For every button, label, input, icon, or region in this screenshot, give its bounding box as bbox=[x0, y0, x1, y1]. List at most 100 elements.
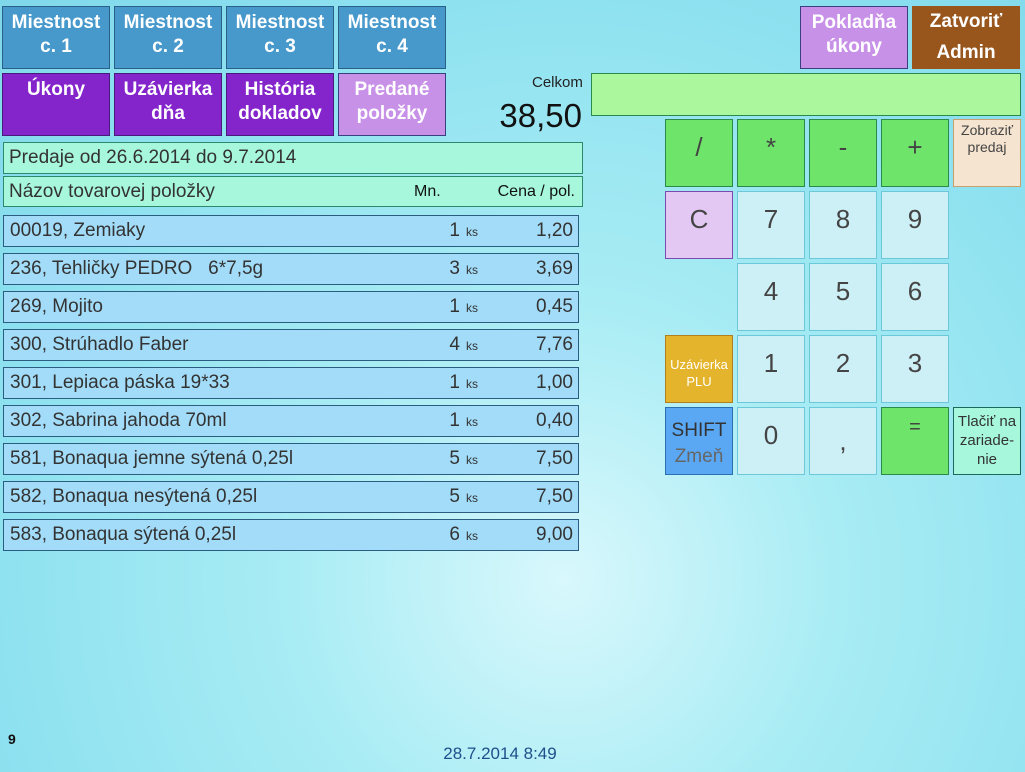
item-qty: 4 ks bbox=[449, 334, 478, 356]
key-1[interactable]: 1 bbox=[737, 335, 805, 403]
unit: ks bbox=[466, 301, 478, 315]
qty-value: 1 bbox=[449, 296, 460, 317]
item-qty: 1 ks bbox=[449, 372, 478, 394]
item-name: 581, Bonaqua jemne sýtená 0,25l bbox=[10, 448, 294, 469]
label: c. 1 bbox=[40, 36, 72, 57]
show-sales-button[interactable]: Zobraziť predaj bbox=[953, 119, 1021, 187]
item-price: 1,00 bbox=[536, 372, 573, 393]
qty-value: 5 bbox=[449, 486, 460, 507]
unit: ks bbox=[466, 491, 478, 505]
table-row[interactable]: 269, Mojito 1 ks 0,45 bbox=[3, 291, 579, 323]
predane-polozky-button[interactable]: Predané položky bbox=[338, 73, 446, 136]
room-3-button[interactable]: Miestnost c. 3 bbox=[226, 6, 334, 69]
item-qty: 1 ks bbox=[449, 296, 478, 318]
period-label: Predaje od 26.6.2014 do 9.7.2014 bbox=[3, 142, 583, 174]
unit: ks bbox=[466, 415, 478, 429]
item-name: 236, Tehličky PEDRO 6*7,5g bbox=[10, 258, 264, 279]
label: Zatvoriť bbox=[929, 11, 1003, 32]
label: Zmeň bbox=[674, 446, 724, 467]
qty-value: 5 bbox=[449, 448, 460, 469]
key-9[interactable]: 9 bbox=[881, 191, 949, 259]
key-7[interactable]: 7 bbox=[737, 191, 805, 259]
table-row[interactable]: 302, Sabrina jahoda 70ml 1 ks 0,40 bbox=[3, 405, 579, 437]
label: Miestnost bbox=[123, 12, 213, 33]
key-3[interactable]: 3 bbox=[881, 335, 949, 403]
key-0[interactable]: 0 bbox=[737, 407, 805, 475]
item-price: 7,50 bbox=[536, 486, 573, 507]
subtract-key[interactable]: - bbox=[809, 119, 877, 187]
close-admin-button[interactable]: Zatvoriť Admin bbox=[912, 6, 1020, 69]
datetime: 28.7.2014 8:49 bbox=[443, 744, 557, 763]
table-row[interactable]: 00019, Zemiaky 1 ks 1,20 bbox=[3, 215, 579, 247]
label: c. 3 bbox=[264, 36, 296, 57]
key-2[interactable]: 2 bbox=[809, 335, 877, 403]
column-qty: Mn. bbox=[414, 182, 441, 200]
plu-closing-button[interactable]: Uzávierka PLU bbox=[665, 335, 733, 403]
table-row[interactable]: 236, Tehličky PEDRO 6*7,5g 3 ks 3,69 bbox=[3, 253, 579, 285]
table-row[interactable]: 583, Bonaqua sýtená 0,25l 6 ks 9,00 bbox=[3, 519, 579, 551]
item-qty: 1 ks bbox=[449, 220, 478, 242]
item-count: 9 bbox=[8, 731, 16, 747]
item-price: 9,00 bbox=[536, 524, 573, 545]
label: SHIFT bbox=[671, 420, 727, 441]
qty-value: 4 bbox=[449, 334, 460, 355]
equals-key[interactable]: = bbox=[881, 407, 949, 475]
qty-value: 1 bbox=[449, 372, 460, 393]
qty-value: 3 bbox=[449, 258, 460, 279]
table-row[interactable]: 300, Strúhadlo Faber 4 ks 7,76 bbox=[3, 329, 579, 361]
clear-key[interactable]: C bbox=[665, 191, 733, 259]
label: c. 4 bbox=[376, 36, 408, 57]
divide-key[interactable]: / bbox=[665, 119, 733, 187]
shift-key[interactable]: SHIFT Zmeň bbox=[665, 407, 733, 475]
label: PLU bbox=[686, 374, 712, 389]
table-row[interactable]: 581, Bonaqua jemne sýtená 0,25l 5 ks 7,50 bbox=[3, 443, 579, 475]
pokladna-ukony-button[interactable]: Pokladňa úkony bbox=[800, 6, 908, 69]
unit: ks bbox=[466, 529, 478, 543]
total-value: 38,50 bbox=[499, 97, 582, 134]
item-price: 0,40 bbox=[536, 410, 573, 431]
item-qty: 6 ks bbox=[449, 524, 478, 546]
table-row[interactable]: 582, Bonaqua nesýtená 0,25l 5 ks 7,50 bbox=[3, 481, 579, 513]
calculator-display bbox=[591, 73, 1021, 116]
historia-dokladov-button[interactable]: História dokladov bbox=[226, 73, 334, 136]
total-label: Celkom bbox=[532, 74, 583, 91]
ukony-button[interactable]: Úkony bbox=[2, 73, 110, 136]
item-name: 302, Sabrina jahoda 70ml bbox=[10, 410, 227, 431]
column-name: Názov tovarovej položky bbox=[9, 180, 215, 202]
item-name: 269, Mojito bbox=[10, 296, 103, 317]
item-name: 583, Bonaqua sýtená 0,25l bbox=[10, 524, 237, 545]
item-price: 0,45 bbox=[536, 296, 573, 317]
item-name: 582, Bonaqua nesýtená 0,25l bbox=[10, 486, 258, 507]
key-8[interactable]: 8 bbox=[809, 191, 877, 259]
item-price: 3,69 bbox=[536, 258, 573, 279]
key-6[interactable]: 6 bbox=[881, 263, 949, 331]
comma-key[interactable]: , bbox=[809, 407, 877, 475]
label: položky bbox=[356, 103, 428, 124]
label: dokladov bbox=[238, 103, 322, 124]
qty-value: 1 bbox=[449, 220, 460, 241]
label: c. 2 bbox=[152, 36, 184, 57]
room-1-button[interactable]: Miestnost c. 1 bbox=[2, 6, 110, 69]
unit: ks bbox=[466, 377, 478, 391]
label: Pokladňa bbox=[811, 12, 897, 33]
multiply-key[interactable]: * bbox=[737, 119, 805, 187]
item-name: 00019, Zemiaky bbox=[10, 220, 146, 241]
unit: ks bbox=[466, 225, 478, 239]
room-4-button[interactable]: Miestnost c. 4 bbox=[338, 6, 446, 69]
label: Predané bbox=[354, 79, 430, 100]
item-qty: 5 ks bbox=[449, 448, 478, 470]
add-key[interactable]: + bbox=[881, 119, 949, 187]
qty-value: 1 bbox=[449, 410, 460, 431]
label: úkony bbox=[826, 36, 882, 57]
label: Miestnost bbox=[11, 12, 101, 33]
print-to-device-button[interactable]: Tlačiť na zariade-nie bbox=[953, 407, 1021, 475]
uzavierka-dna-button[interactable]: Uzávierka dňa bbox=[114, 73, 222, 136]
key-5[interactable]: 5 bbox=[809, 263, 877, 331]
label: Úkony bbox=[26, 79, 86, 100]
qty-value: 6 bbox=[449, 524, 460, 545]
table-row[interactable]: 301, Lepiaca páska 19*33 1 ks 1,00 bbox=[3, 367, 579, 399]
label: Admin bbox=[936, 42, 996, 63]
key-4[interactable]: 4 bbox=[737, 263, 805, 331]
room-2-button[interactable]: Miestnost c. 2 bbox=[114, 6, 222, 69]
label: Miestnost bbox=[235, 12, 325, 33]
